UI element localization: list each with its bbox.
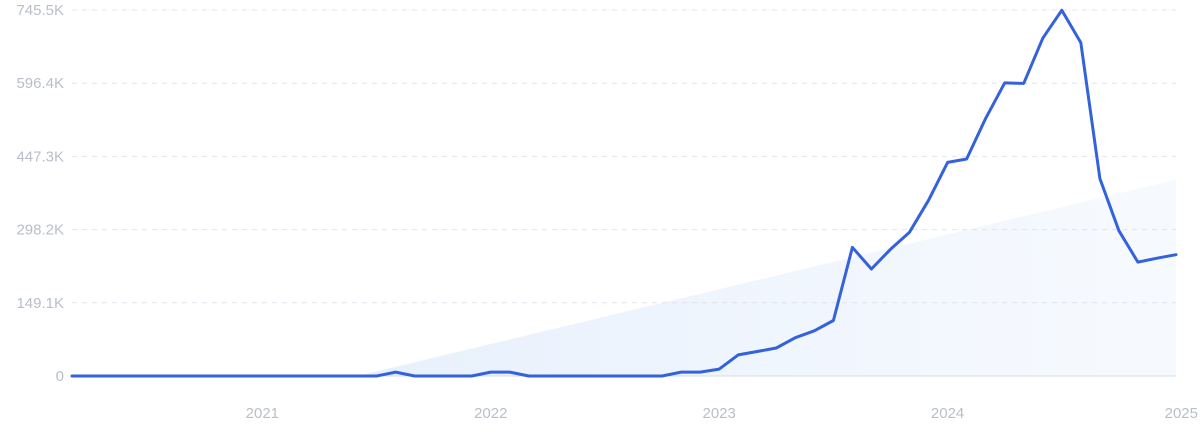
trend-area — [357, 179, 1177, 376]
y-tick-label: 745.5K — [16, 2, 64, 19]
y-tick-label: 298.2K — [16, 222, 64, 239]
y-tick-label: 596.4K — [16, 75, 64, 92]
x-tick-label: 2023 — [702, 405, 735, 422]
x-tick-label: 2021 — [246, 405, 279, 422]
x-tick-label: 2025 — [1165, 405, 1198, 422]
series-line — [70, 8, 1178, 378]
y-tick-label: 149.1K — [16, 295, 64, 312]
y-tick-label: 447.3K — [16, 148, 64, 165]
x-tick-label: 2024 — [931, 405, 964, 422]
x-tick-label: 2022 — [474, 405, 507, 422]
y-tick-label: 0 — [56, 368, 64, 385]
